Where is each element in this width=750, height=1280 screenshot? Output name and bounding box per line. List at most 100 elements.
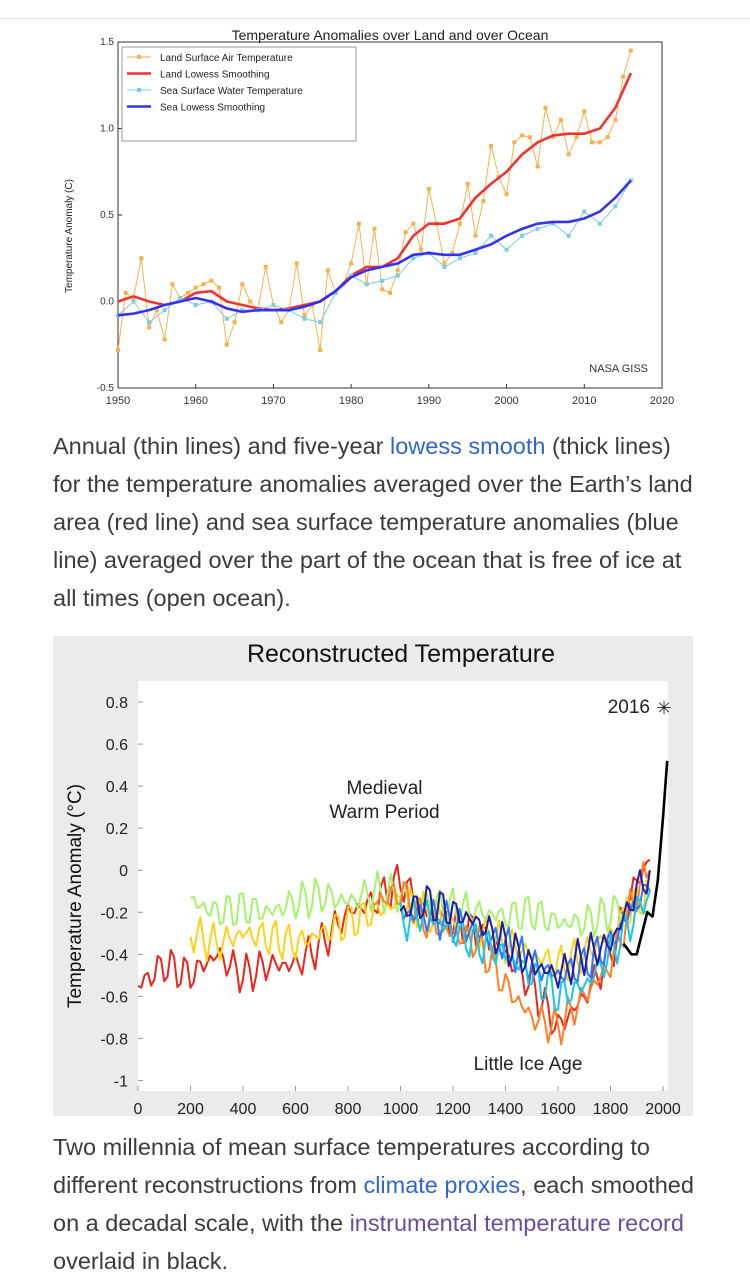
y-tick-label: 0 (119, 863, 128, 880)
series-point (356, 221, 361, 226)
x-tick-label: 0 (134, 1101, 143, 1116)
series-point (442, 264, 447, 269)
x-tick-label: 1400 (488, 1101, 524, 1116)
series-point (535, 226, 540, 231)
x-tick-label: 2000 (645, 1101, 681, 1116)
figure-reconstructed-temperature[interactable]: Reconstructed Temperature Temperature An… (53, 636, 693, 1118)
series-point (411, 221, 416, 226)
series-point (426, 187, 431, 192)
series-point (162, 308, 167, 313)
x-tick-label: 400 (230, 1101, 257, 1116)
series-point (605, 135, 610, 140)
series-point (224, 342, 229, 347)
legend-marker (137, 88, 141, 92)
y-tick-label: 0.2 (106, 821, 128, 838)
series-point (193, 302, 198, 307)
climate-proxies-link[interactable]: climate proxies (363, 1172, 521, 1198)
series-point (193, 285, 198, 290)
series-point (411, 256, 416, 261)
series-point (520, 133, 525, 138)
series-point (403, 230, 408, 235)
series-point (185, 290, 190, 295)
legend-box (121, 46, 357, 142)
x-tick-label: 1970 (261, 395, 285, 407)
series-point (224, 316, 229, 321)
medieval-warm-period-label: Medieval Warm Period (329, 778, 439, 823)
x-tick-label: 2020 (650, 395, 674, 407)
x-tick-label: 600 (282, 1101, 309, 1116)
series-point (325, 268, 330, 273)
series-point (574, 135, 579, 140)
y-tick-label: 1.0 (100, 124, 114, 135)
series-point (333, 290, 338, 295)
series-point (178, 296, 183, 301)
series-point (450, 251, 455, 256)
series-point (217, 285, 222, 290)
x-tick-label: 1960 (183, 395, 207, 407)
series-line-2 (117, 180, 632, 323)
series-point (170, 282, 175, 287)
lowess-smooth-link[interactable]: lowess smooth (390, 433, 546, 459)
series-point (551, 221, 556, 226)
x-tick-label: 2000 (494, 395, 518, 407)
series-point (504, 247, 509, 252)
series-point (263, 264, 268, 269)
x-tick-label: 2010 (572, 395, 596, 407)
y-tick-label: 0.6 (106, 737, 128, 754)
caption1-text-end: (thick lines) for the temperature anomal… (53, 433, 693, 611)
series-point (318, 347, 323, 352)
reconstructed-temperature-chart: Reconstructed Temperature Temperature An… (65, 640, 681, 1118)
figure-land-ocean-anomalies[interactable]: Temperature Anomalies over Land and over… (0, 18, 750, 418)
land-ocean-chart: Temperature Anomalies over Land and over… (64, 27, 674, 407)
chart-title: Temperature Anomalies over Land and over… (232, 27, 549, 43)
series-point (147, 325, 152, 330)
y-tick-label: -0.2 (100, 905, 128, 922)
series-point (473, 251, 478, 256)
series-point (504, 192, 509, 197)
series-point (590, 140, 595, 145)
figure2-caption: Two millennia of mean surface temperatur… (53, 1128, 703, 1280)
series-point (582, 209, 587, 214)
series-point (240, 282, 245, 287)
figure1-caption: Annual (thin lines) and five-year lowess… (53, 427, 703, 617)
series-point (543, 105, 548, 110)
series-point (489, 233, 494, 238)
x-tick-label: 1800 (593, 1101, 629, 1116)
x-tick-label: 1600 (540, 1101, 576, 1116)
series-point (380, 278, 385, 283)
year-2016-label: 2016 (608, 697, 650, 718)
reconstruction-series-6 (399, 869, 651, 989)
x-tick-label: 1200 (435, 1101, 471, 1116)
x-tick-label: 1990 (417, 395, 441, 407)
series-point (419, 247, 424, 252)
legend-label: Sea Lowess Smoothing (160, 103, 265, 114)
series-line-3 (117, 179, 632, 317)
series-point (628, 48, 633, 53)
instrumental-record-link[interactable]: instrumental temperature record (349, 1210, 684, 1236)
caption2-text-end: overlaid in black. (53, 1248, 229, 1274)
series-point (520, 233, 525, 238)
series-point (364, 282, 369, 287)
series-point (457, 256, 462, 261)
series-point (582, 109, 587, 114)
series-point (551, 135, 556, 140)
series-point (566, 152, 571, 157)
y-tick-label: 0.8 (106, 695, 128, 712)
series-point (372, 226, 377, 231)
series-point (481, 199, 486, 204)
caption2-text-start: Two millennia of mean surface temperatur… (53, 1134, 650, 1198)
series-point (527, 135, 532, 140)
series-point (302, 316, 307, 321)
series-point (240, 308, 245, 313)
series-point (512, 140, 517, 145)
series-point (131, 299, 136, 304)
series-point (248, 299, 253, 304)
legend-marker (137, 55, 141, 59)
legend-label: Sea Surface Water Temperature (160, 86, 303, 97)
legend-label: Land Surface Air Temperature (160, 53, 293, 64)
little-ice-age-label: Little Ice Age (474, 1054, 583, 1075)
caption1-text-start: Annual (thin lines) and five-year (53, 433, 391, 459)
x-tick-label: 1950 (106, 395, 130, 407)
series-point (271, 302, 276, 307)
series-point (457, 221, 462, 226)
